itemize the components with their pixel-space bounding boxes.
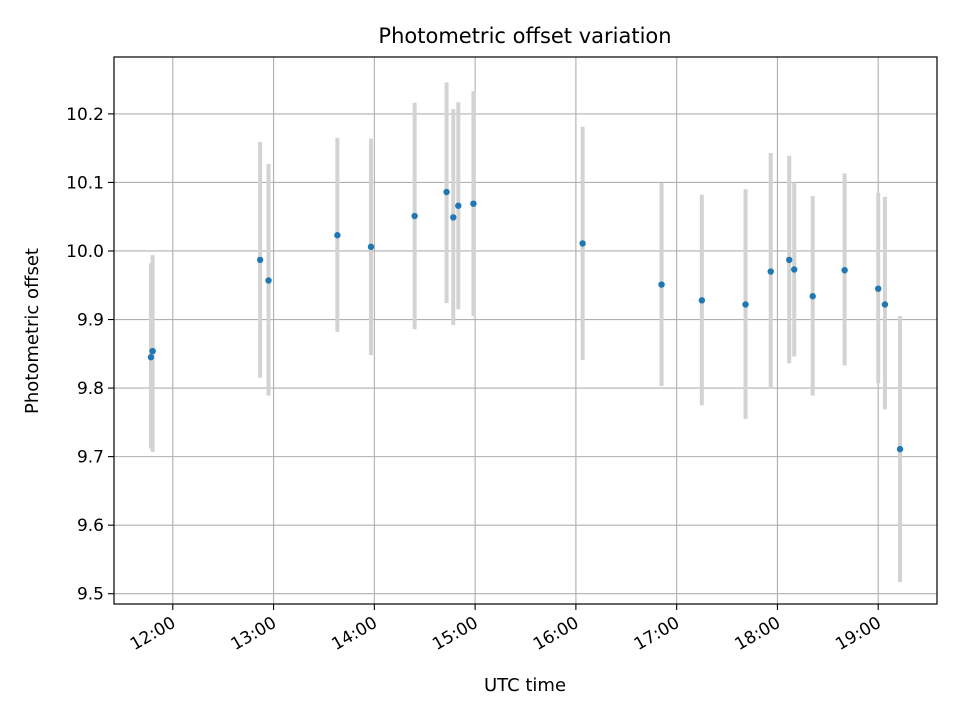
data-point — [411, 212, 418, 220]
data-point — [455, 202, 462, 209]
chart-title: Photometric offset variation — [378, 24, 671, 48]
y-tick-label: 9.9 — [77, 311, 104, 331]
y-tick-label: 10.0 — [66, 242, 104, 262]
x-axis-label: UTC time — [484, 675, 566, 696]
data-point — [450, 214, 457, 221]
y-tick-label: 10.1 — [66, 173, 104, 193]
y-tick-label: 9.5 — [77, 585, 104, 605]
data-point — [767, 268, 774, 275]
data-point — [896, 445, 904, 453]
data-point — [698, 297, 706, 304]
data-points — [147, 188, 904, 453]
data-point — [785, 256, 793, 264]
data-point — [367, 243, 375, 251]
data-point — [149, 347, 156, 355]
data-point — [256, 256, 264, 264]
data-point — [809, 293, 816, 300]
data-point — [658, 281, 665, 288]
data-point — [579, 240, 586, 247]
data-point — [875, 285, 882, 292]
y-tick-label: 9.8 — [77, 379, 104, 399]
y-tick-label: 9.7 — [77, 448, 104, 468]
y-tick-label: 10.2 — [66, 105, 104, 125]
y-axis-ticks: 9.5 9.6 9.7 9.8 9.9 10.0 10.1 10.2 — [66, 105, 114, 605]
data-point — [443, 188, 450, 196]
data-point — [841, 266, 848, 274]
axes-frame — [113, 56, 938, 605]
data-point — [265, 277, 272, 284]
data-point — [334, 232, 341, 239]
data-point — [470, 200, 477, 207]
y-tick-label: 9.6 — [77, 516, 104, 536]
data-point — [147, 354, 155, 361]
data-point — [881, 301, 889, 308]
data-point — [791, 266, 798, 273]
plot-area — [114, 57, 937, 604]
data-point — [742, 301, 749, 308]
y-axis-label: Photometric offset — [22, 248, 43, 414]
